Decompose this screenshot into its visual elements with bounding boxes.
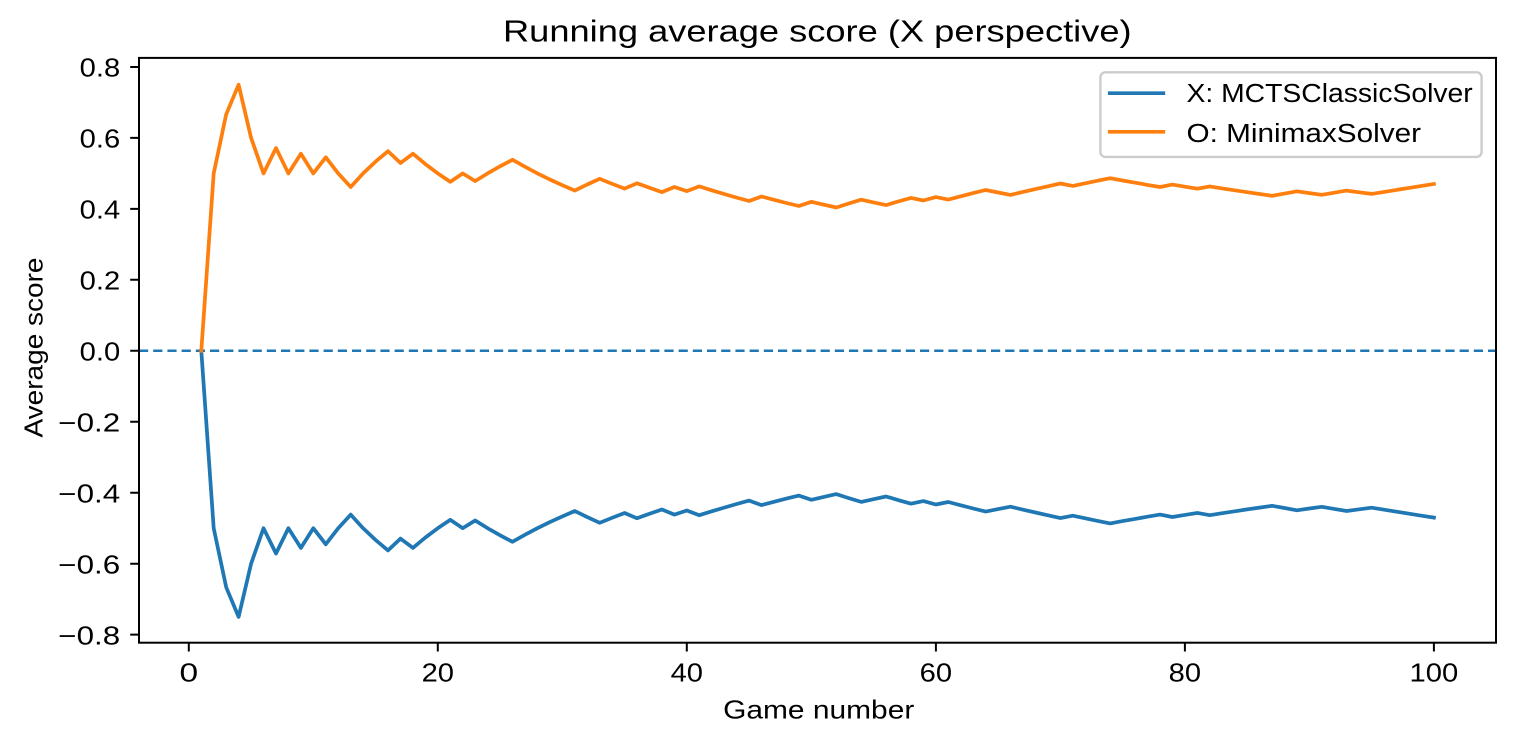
svg-text:0.8: 0.8 [80, 55, 121, 83]
svg-text:0.0: 0.0 [80, 339, 121, 367]
svg-text:100: 100 [1410, 660, 1459, 688]
svg-text:−0.2: −0.2 [58, 410, 120, 438]
svg-text:0.2: 0.2 [80, 268, 121, 296]
svg-text:80: 80 [1169, 660, 1201, 688]
svg-text:0.6: 0.6 [80, 126, 121, 154]
svg-text:0.4: 0.4 [80, 197, 121, 225]
svg-text:−0.4: −0.4 [58, 480, 120, 508]
svg-text:Average score: Average score [19, 258, 49, 438]
svg-text:Running average score (X persp: Running average score (X perspective) [503, 14, 1132, 48]
svg-text:60: 60 [920, 660, 952, 688]
svg-text:−0.6: −0.6 [58, 551, 120, 579]
svg-text:0: 0 [180, 660, 199, 688]
svg-text:X: MCTSClassicSolver: X: MCTSClassicSolver [1187, 80, 1474, 108]
svg-text:40: 40 [671, 660, 703, 688]
svg-text:O: MinimaxSolver: O: MinimaxSolver [1187, 120, 1422, 148]
svg-text:20: 20 [422, 660, 454, 688]
svg-text:Game number: Game number [723, 695, 915, 725]
svg-text:−0.8: −0.8 [58, 622, 120, 650]
